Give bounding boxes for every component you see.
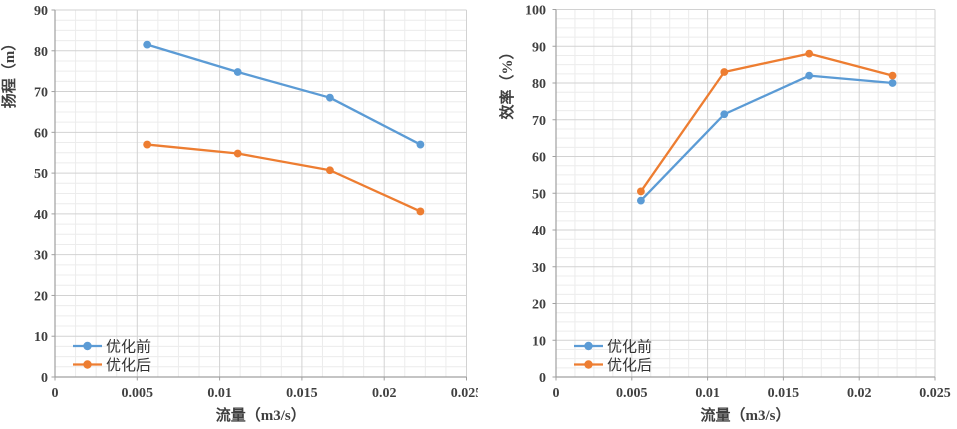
data-point-marker-优化前 <box>416 140 425 149</box>
y-axis-title: 扬程（m） <box>0 36 18 109</box>
y-tick-label: 60 <box>532 151 546 166</box>
head-vs-flow-chart-svg: 0 0.005 0.01 0.015 0.02 0.025 0 10 20 30 40 50 60 70 8… <box>0 4 478 424</box>
y-tick-label: 50 <box>34 167 48 182</box>
y-tick-label: 10 <box>532 334 546 349</box>
y-tick-label: 80 <box>34 45 48 60</box>
data-point-marker-优化前 <box>720 110 729 119</box>
data-point-marker-优化后 <box>720 68 729 76</box>
efficiency-vs-flow-chart-svg: 0 0.005 0.01 0.015 0.02 0.025 0 10 20 30 40 50 60 70 8… <box>498 4 951 425</box>
x-tick-label: 0.025 <box>451 386 478 401</box>
legend-marker <box>584 341 593 351</box>
y-tick-label: 50 <box>532 187 546 202</box>
y-tick-label: 20 <box>532 298 546 313</box>
data-point-marker-优化前 <box>143 40 152 49</box>
x-tick-label: 0.005 <box>122 386 154 401</box>
x-axis-title: 流量（m3/s） <box>700 406 790 424</box>
legend-label: 优化后 <box>106 357 151 374</box>
legend-marker <box>83 360 92 369</box>
y-tick-label: 10 <box>34 330 48 345</box>
legend-item-优化后: 优化后 <box>73 357 151 374</box>
y-tick-label: 100 <box>525 4 546 19</box>
data-point-marker-优化后 <box>805 49 814 58</box>
legend-item-优化前: 优化前 <box>574 339 652 356</box>
y-tick-label: 20 <box>34 289 48 304</box>
series-line-优化前 <box>639 74 894 202</box>
data-point-marker-优化后 <box>636 187 645 196</box>
data-point-marker-优化前 <box>233 68 242 76</box>
series-line-优化前 <box>146 43 422 146</box>
x-axis-title: 流量（m3/s） <box>216 406 306 424</box>
legend-item-优化前: 优化前 <box>73 339 151 356</box>
y-tick-label: 80 <box>532 77 546 92</box>
legend-label: 优化前 <box>607 339 652 356</box>
data-point-marker-优化前 <box>805 71 814 80</box>
x-tick-label: 0.02 <box>847 386 872 401</box>
data-point-marker-优化后 <box>143 140 152 149</box>
y-tick-label: 90 <box>34 4 48 19</box>
data-point-marker-优化前 <box>888 79 897 87</box>
y-tick-label: 70 <box>34 86 48 101</box>
y-tick-label: 40 <box>34 208 48 223</box>
y-tick-label: 0 <box>539 371 546 386</box>
legend-marker <box>83 341 92 351</box>
x-tick-label: 0.005 <box>616 386 648 401</box>
x-tick-label: 0.01 <box>207 386 232 401</box>
x-tick-label: 0.025 <box>919 386 951 401</box>
y-tick-label: 60 <box>34 126 48 141</box>
y-tick-label: 30 <box>34 249 48 264</box>
data-point-marker-优化后 <box>416 207 425 216</box>
head-vs-flow-chart: 0 0.005 0.01 0.015 0.02 0.025 0 10 20 30 40 50 60 70 8… <box>0 0 478 429</box>
x-tick-label: 0.01 <box>695 386 720 401</box>
data-point-marker-优化前 <box>636 196 645 205</box>
y-tick-label: 40 <box>532 224 546 239</box>
legend-marker <box>584 360 593 369</box>
y-tick-label: 90 <box>532 40 546 55</box>
data-point-marker-优化后 <box>325 166 334 175</box>
x-tick-label: 0 <box>553 386 560 401</box>
x-tick-label: 0.015 <box>286 386 318 401</box>
series-line-优化后 <box>146 143 422 213</box>
legend-item-优化后: 优化后 <box>574 357 652 374</box>
y-tick-label: 70 <box>532 114 546 129</box>
y-tick-label: 0 <box>41 371 48 386</box>
efficiency-vs-flow-chart: 0 0.005 0.01 0.015 0.02 0.025 0 10 20 30 40 50 60 70 8… <box>478 0 957 429</box>
legend-label: 优化前 <box>106 339 151 356</box>
legend-label: 优化后 <box>607 357 652 374</box>
series-line-优化后 <box>639 52 894 193</box>
y-tick-label: 30 <box>532 261 546 276</box>
y-axis-title: 效率（%） <box>498 44 516 119</box>
data-point-marker-优化后 <box>233 149 242 158</box>
data-point-marker-优化前 <box>325 93 334 102</box>
x-tick-label: 0.02 <box>372 386 397 401</box>
data-point-marker-优化后 <box>888 71 897 80</box>
x-tick-label: 0 <box>52 386 59 401</box>
x-tick-label: 0.015 <box>768 386 800 401</box>
